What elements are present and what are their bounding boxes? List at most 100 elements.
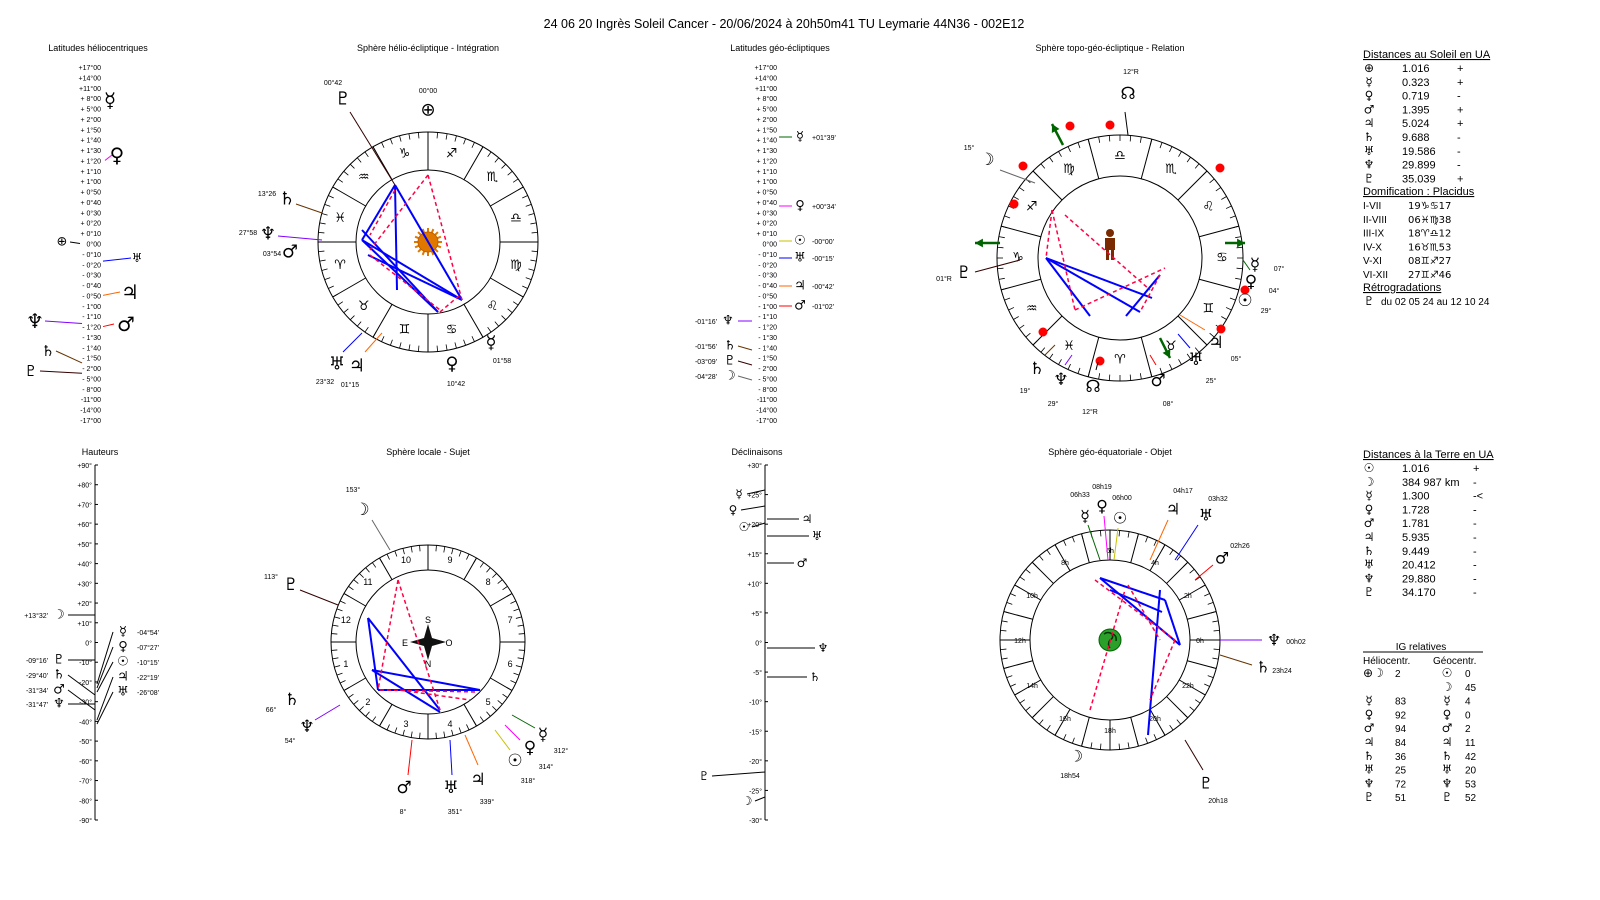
degree-tick	[1019, 324, 1025, 329]
scale-tick-label: -17°00	[756, 417, 777, 425]
section-title: Rétrogradations	[1363, 282, 1442, 294]
planet-position-label: 25°	[1206, 377, 1217, 385]
scale-tick-label: - 1°10	[758, 313, 777, 321]
degree-tick	[486, 567, 491, 573]
scale-tick-label: + 1°20	[756, 157, 777, 165]
helio-sphere-division	[332, 277, 366, 298]
height-value: -31°47'	[26, 701, 48, 709]
degree-tick	[1159, 142, 1163, 149]
connector-line	[67, 689, 96, 711]
topo-sphere-title: Sphère topo-géo-écliptique - Relation	[1035, 43, 1184, 53]
degree-tick	[319, 259, 326, 262]
minor-aspect-line	[1127, 584, 1161, 641]
degree-tick	[997, 267, 1004, 270]
degree-tick	[337, 301, 344, 306]
ig-value: 36	[1395, 752, 1407, 763]
planet-position-label: 03°54	[263, 250, 281, 258]
degree-tick	[1189, 706, 1195, 712]
earth-planet-icon: ⊕	[420, 100, 435, 121]
degree-tick	[1161, 544, 1166, 551]
scale-tick-label: +17°00	[755, 64, 778, 72]
scale-tick-label: - 0°10	[82, 251, 101, 259]
degree-tick	[1202, 340, 1208, 346]
zodiac-sign-icon: ♌	[487, 299, 499, 314]
degree-tick	[487, 151, 492, 158]
ig-value: 83	[1395, 697, 1407, 708]
degree-tick	[517, 624, 524, 627]
mercury-row-icon: ☿	[1365, 75, 1372, 89]
height-value: -22°19'	[137, 674, 159, 682]
topo-sphere-division	[1140, 337, 1153, 377]
connector-line	[746, 489, 766, 495]
degree-tick	[1232, 225, 1239, 229]
mercury-planet-icon: ☿	[1250, 255, 1260, 275]
distance-value: 1.016	[1402, 463, 1430, 475]
house-axis: II-VIII	[1363, 215, 1387, 226]
saturn-helio-lat-icon: ♄	[41, 342, 54, 360]
scale-tick-label: + 1°50	[80, 126, 101, 134]
degree-tick	[1229, 215, 1236, 219]
degree-tick	[336, 672, 343, 676]
moon-planet-icon: ☽	[979, 150, 994, 170]
scale-tick-label: + 1°40	[80, 137, 101, 145]
node-planet-icon: ☊	[1085, 377, 1100, 397]
degree-tick	[343, 687, 350, 691]
scale-tick-label: - 5°00	[82, 375, 101, 383]
degree-tick	[365, 567, 370, 573]
scale-tick-label: - 1°00	[758, 303, 777, 311]
topo-sphere-division	[1001, 278, 1041, 291]
scale-tick-label: -11°00	[757, 396, 777, 404]
topo-sphere-division	[1032, 315, 1063, 346]
degree-tick	[530, 222, 537, 225]
zodiac-sign-icon: ♍	[510, 258, 522, 273]
minor-aspect-line	[369, 189, 396, 236]
degree-tick	[1178, 359, 1182, 365]
pluto-row-icon: ♇	[1364, 171, 1375, 185]
uranus-helio-lat-icon: ♅	[132, 251, 143, 265]
degree-tick	[522, 195, 528, 199]
height-value: -31°34'	[26, 687, 48, 695]
motion-sign: -	[1473, 560, 1477, 572]
hour-label: 10h	[1026, 593, 1038, 600]
local-sphere-title: Sphère locale - Sujet	[386, 447, 470, 457]
geo-lat-value: -01°02'	[812, 303, 834, 311]
venus-icon: ♀	[795, 199, 805, 214]
degree-tick	[1149, 139, 1153, 146]
mars-row-icon: ♂	[1364, 516, 1375, 530]
degree-tick	[1136, 533, 1139, 540]
degree-tick	[364, 151, 369, 158]
major-aspect-line	[394, 184, 398, 291]
house-cusp-value: 19♑♋17	[1408, 201, 1451, 212]
mercury-ig-icon: ☿	[1365, 694, 1372, 708]
venus-row-icon: ♀	[1365, 89, 1374, 103]
mars-planet-icon: ♂	[1150, 371, 1165, 391]
degree-tick	[515, 616, 522, 619]
major-aspect-line	[367, 254, 463, 301]
degree-tick	[1006, 675, 1013, 678]
uranus-pointer	[449, 739, 453, 776]
degree-tick	[1221, 196, 1227, 200]
compass-north: N	[425, 659, 432, 669]
scale-tick-label: -60°	[79, 758, 92, 766]
motion-sign: -	[1473, 573, 1477, 585]
scale-tick-label: - 1°20	[82, 324, 101, 332]
major-aspect-line	[361, 239, 463, 301]
hour-label: 14h	[1026, 683, 1038, 690]
scale-tick-label: + 1°10	[756, 168, 777, 176]
scale-tick-label: -90°	[79, 817, 92, 825]
degree-tick	[1008, 307, 1015, 311]
degree-tick	[445, 344, 448, 351]
planet-position-label: 351°	[448, 808, 463, 816]
scale-tick-label: + 1°00	[756, 178, 777, 186]
degree-tick	[348, 586, 354, 591]
degree-tick	[372, 716, 377, 722]
scale-tick-label: - 0°10	[758, 251, 777, 259]
degree-tick	[997, 246, 1004, 249]
house-axis: V-XI	[1363, 256, 1382, 267]
degree-tick	[1176, 555, 1182, 561]
connector-line	[737, 375, 753, 381]
planet-position-label: 04°	[1269, 287, 1280, 295]
pluto-planet-icon: ♇	[956, 263, 971, 283]
jupiter-pointer	[1149, 519, 1169, 561]
saturn-planet-icon: ♄	[279, 189, 295, 210]
